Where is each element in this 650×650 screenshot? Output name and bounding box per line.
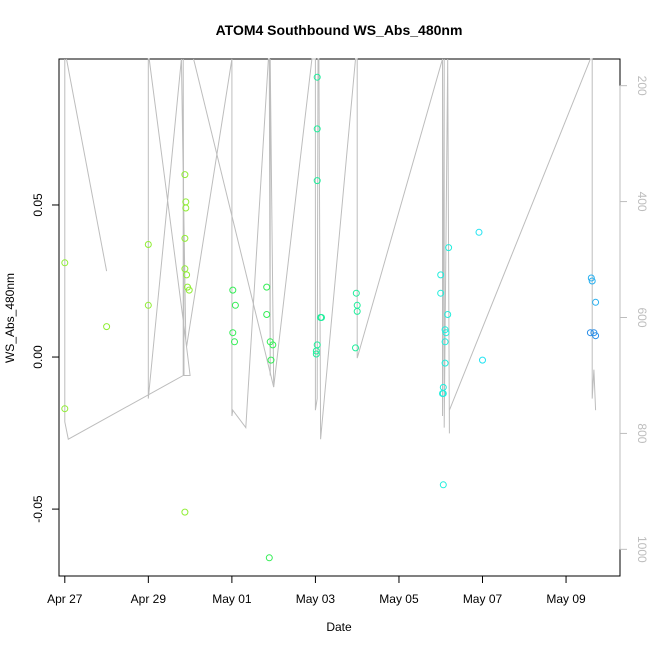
data-point <box>586 329 594 337</box>
data-point <box>312 347 320 355</box>
data-point <box>263 311 271 318</box>
chart-title: ATOM4 Southbound WS_Abs_480nm <box>216 22 463 38</box>
data-point <box>444 311 452 318</box>
data-point <box>267 356 275 364</box>
x-tick-label: Apr 27 <box>47 592 83 606</box>
data-point <box>592 332 600 340</box>
data-point <box>144 301 152 309</box>
x-tick-label: May 05 <box>379 592 419 606</box>
plot-frame <box>58 58 621 577</box>
data-point <box>475 228 483 236</box>
data-point <box>312 350 320 358</box>
data-point <box>181 265 189 273</box>
y-axis: -0.05 0.00 0.05 <box>31 193 60 523</box>
data-point <box>229 329 237 337</box>
data-point <box>181 234 189 242</box>
data-point <box>479 356 486 364</box>
data-point <box>231 338 238 346</box>
y2-tick-label: 1000 <box>635 536 649 563</box>
data-point <box>181 171 189 179</box>
data-points <box>61 73 600 562</box>
data-point <box>229 286 237 294</box>
x-tick-label: May 03 <box>296 592 336 606</box>
y-tick-label: 0.05 <box>31 193 45 217</box>
data-point <box>313 73 321 81</box>
data-point <box>269 341 277 349</box>
data-point <box>61 405 69 413</box>
data-point <box>313 125 321 133</box>
data-point <box>231 301 239 309</box>
data-point <box>442 329 450 337</box>
track-line-segment <box>66 58 108 272</box>
y-axis-label: WS_Abs_480nm <box>3 273 17 363</box>
y2-tick-label: 200 <box>635 76 649 96</box>
data-point <box>183 271 191 279</box>
data-point <box>437 289 445 297</box>
x-tick-label: May 07 <box>463 592 503 606</box>
data-point <box>587 274 595 282</box>
y2-tick-label: 800 <box>635 423 649 443</box>
data-point <box>103 323 111 331</box>
y-tick-label: 0.00 <box>31 345 45 369</box>
data-point <box>313 177 321 185</box>
data-point <box>588 277 596 285</box>
data-point <box>437 271 445 279</box>
x-tick-label: May 09 <box>546 592 586 606</box>
y2-tick-label: 600 <box>635 307 649 327</box>
x-tick-label: Apr 29 <box>131 592 167 606</box>
track-line <box>64 58 597 440</box>
y2-tick-label: 400 <box>635 192 649 212</box>
data-point <box>181 508 189 516</box>
data-point <box>439 390 447 397</box>
data-point <box>441 326 449 334</box>
track-line-segment <box>193 58 275 388</box>
data-point <box>441 338 449 346</box>
data-point <box>439 481 447 489</box>
data-point <box>352 289 360 297</box>
track-lines <box>64 58 597 440</box>
y2-axis: 200 400 600 800 1000 <box>619 76 649 563</box>
x-tick-label: May 01 <box>212 592 252 606</box>
data-point <box>441 359 449 367</box>
x-axis-label: Date <box>326 620 352 634</box>
data-point <box>439 383 447 391</box>
y-tick-label: -0.05 <box>31 495 45 523</box>
data-point <box>352 344 359 352</box>
data-point <box>185 286 193 294</box>
data-point <box>61 259 69 267</box>
data-point <box>592 298 600 306</box>
data-point <box>445 244 453 252</box>
data-point <box>265 554 273 562</box>
data-point <box>182 204 190 212</box>
data-point <box>353 307 361 315</box>
data-point <box>144 241 152 248</box>
x-axis: Apr 27 Apr 29 May 01 May 03 May 05 May 07 May … <box>47 575 586 606</box>
data-point <box>318 314 325 321</box>
data-point <box>263 283 271 291</box>
